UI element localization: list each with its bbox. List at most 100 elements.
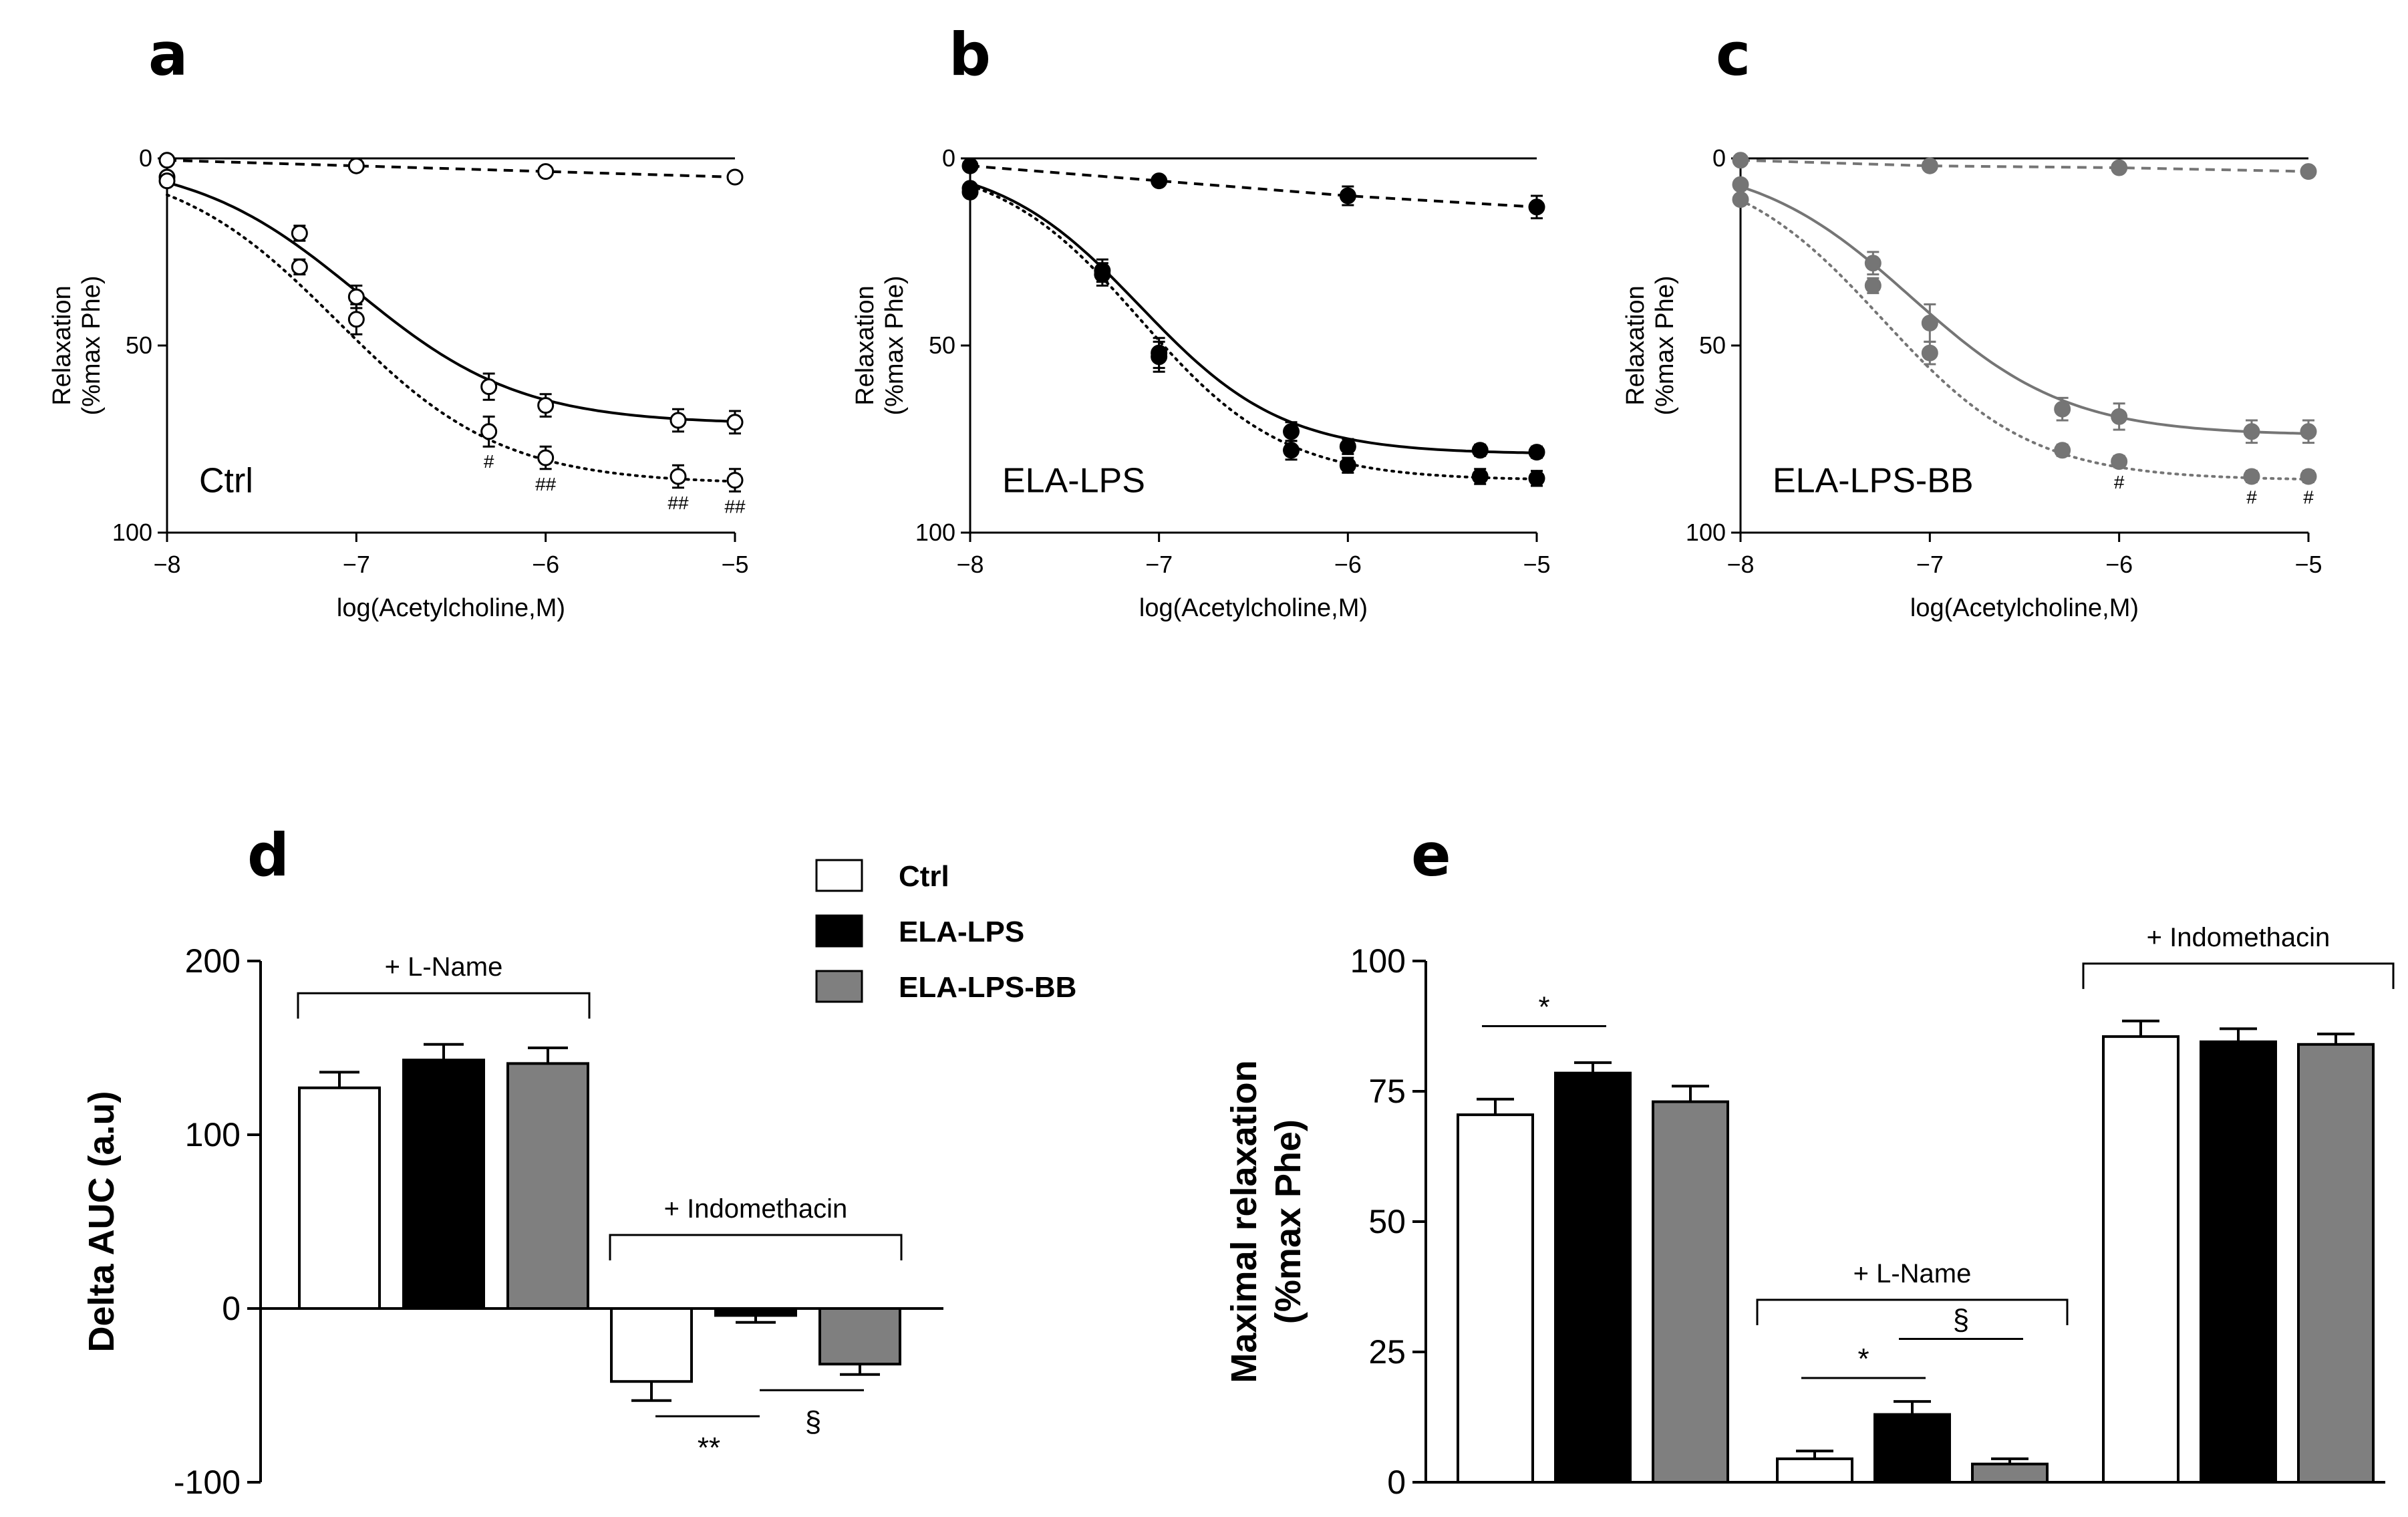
panel-a-chart: 0 50 100−8 −7 −6 −5 log(Acetylcholine,M) Relaxa… xyxy=(48,144,749,622)
data-point xyxy=(1732,176,1749,193)
group-bracket-label: + Indomethacin xyxy=(2147,923,2330,952)
panel-letter-b: b xyxy=(949,20,991,89)
x-tick-label: −8 xyxy=(956,551,984,578)
data-point xyxy=(480,378,498,396)
significance-mark: * xyxy=(1538,991,1549,1024)
bar xyxy=(1457,1113,1534,1484)
group-label: Ctrl xyxy=(199,462,253,501)
x-tick-label: −6 xyxy=(532,551,559,578)
curve-dotted xyxy=(1739,198,2310,480)
data-point xyxy=(1339,187,1356,204)
data-point xyxy=(1471,442,1489,459)
data-point xyxy=(2054,442,2071,459)
x-tick-label: −5 xyxy=(2294,551,2322,578)
y-tick-label: 50 xyxy=(1368,1203,1406,1240)
significance-mark: # xyxy=(2246,487,2257,507)
y-axis-title-line2: (%max Phe) xyxy=(78,275,106,415)
data-point xyxy=(480,423,498,440)
y-tick-label: 0 xyxy=(942,144,955,172)
significance-mark: § xyxy=(1953,1304,1969,1337)
bar xyxy=(1652,1100,1729,1484)
panel-letter-d: d xyxy=(247,821,289,889)
data-point xyxy=(2300,468,2317,485)
y-axis-title-line1: Relaxation xyxy=(851,285,879,406)
legend-swatch-ela-lps-bb xyxy=(815,970,863,1003)
data-point xyxy=(537,397,555,414)
data-point xyxy=(1528,198,1545,216)
significance-mark: ** xyxy=(698,1431,720,1464)
legend-label-ctrl: Ctrl xyxy=(899,860,949,893)
bar xyxy=(2102,1035,2179,1484)
group-bracket xyxy=(1756,1298,2069,1325)
y-axis-title-line1: Maximal relaxation xyxy=(1224,1060,1264,1383)
bar xyxy=(610,1307,693,1383)
y-axis-title-line1: Relaxation xyxy=(48,285,76,406)
significance-mark: # xyxy=(2114,472,2125,493)
data-point xyxy=(2243,423,2260,440)
data-point xyxy=(158,152,176,169)
group-label: ELA-LPS-BB xyxy=(1773,462,1974,501)
panel-e-chart: 0 25 50 75 100 Maximal relaxation (%max Phe) + … xyxy=(1224,923,2395,1501)
data-point xyxy=(2300,423,2317,440)
group-bracket xyxy=(2082,962,2395,989)
data-point xyxy=(1528,470,1545,487)
bar xyxy=(714,1307,797,1317)
curve-dotted xyxy=(969,184,1538,480)
legend-label-ela-lps-bb: ELA-LPS-BB xyxy=(899,971,1076,1004)
y-tick-label: 25 xyxy=(1368,1333,1406,1371)
significance-mark: # xyxy=(484,451,494,472)
y-tick-label: 100 xyxy=(1686,519,1726,546)
data-point xyxy=(1864,255,1882,272)
x-axis-title: log(Acetylcholine,M) xyxy=(337,594,565,622)
y-tick-label: 0 xyxy=(1387,1464,1406,1501)
y-axis-title-line2: (%max Phe) xyxy=(1268,1119,1308,1324)
data-point xyxy=(961,157,979,174)
data-point xyxy=(537,163,555,180)
bar xyxy=(402,1059,485,1310)
curve-dashed xyxy=(1740,158,2309,173)
group-label: ELA-LPS xyxy=(1002,462,1145,501)
y-tick-label: 50 xyxy=(126,331,152,359)
curve-dashed xyxy=(969,164,1537,209)
group-bracket-label: + L-Name xyxy=(1853,1259,1972,1288)
data-point xyxy=(1921,344,1938,362)
curve-solid xyxy=(166,181,736,423)
bar xyxy=(818,1307,901,1366)
data-point xyxy=(1151,348,1168,366)
group-bracket xyxy=(609,1234,903,1260)
x-tick-label: −8 xyxy=(1726,551,1754,578)
y-axis-title-line2: (%max Phe) xyxy=(881,275,909,415)
x-axis-title: log(Acetylcholine,M) xyxy=(1910,594,2139,622)
panel-letter-a: a xyxy=(148,20,188,89)
data-point xyxy=(537,449,555,466)
legend-label-ela-lps: ELA-LPS xyxy=(899,916,1024,948)
data-point xyxy=(1339,438,1356,455)
bar xyxy=(1554,1071,1632,1484)
data-point xyxy=(2111,453,2128,470)
y-axis-title-line1: Relaxation xyxy=(1622,285,1650,406)
data-point xyxy=(347,157,365,174)
data-point xyxy=(2300,163,2317,180)
data-point xyxy=(1094,262,1111,279)
data-point xyxy=(669,468,687,485)
data-point xyxy=(726,414,744,431)
group-bracket-label: + L-Name xyxy=(385,952,503,982)
panel-letter-c: c xyxy=(1716,20,1751,89)
y-tick-label: 100 xyxy=(185,1116,241,1153)
x-axis-title: log(Acetylcholine,M) xyxy=(1139,594,1368,622)
x-tick-label: −7 xyxy=(1916,551,1944,578)
panel-letter-e: e xyxy=(1411,821,1451,889)
significance-mark: ## xyxy=(667,493,689,513)
y-tick-label: 100 xyxy=(112,519,152,546)
bar xyxy=(1971,1462,2049,1484)
legend: Ctrl ELA-LPS ELA-LPS-BB xyxy=(815,859,1076,1004)
data-point xyxy=(2054,400,2071,418)
data-point xyxy=(1732,152,1749,169)
y-tick-label: 200 xyxy=(185,942,241,980)
data-point xyxy=(347,288,365,305)
data-point xyxy=(291,225,308,242)
x-tick-label: −7 xyxy=(1145,551,1173,578)
data-point xyxy=(1339,456,1356,474)
y-tick-label: 100 xyxy=(1350,942,1406,980)
